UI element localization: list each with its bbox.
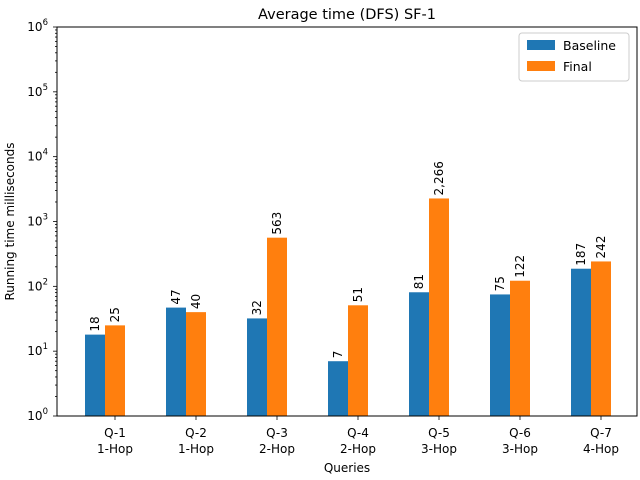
data-label-baseline-6: 75 [493, 276, 507, 291]
legend-label-final: Final [563, 59, 592, 74]
y-axis: 100 101 102 103 104 105 106 [27, 18, 57, 423]
bar-baseline-3 [247, 318, 267, 416]
bar-final-1 [105, 325, 125, 416]
data-label-baseline-5: 81 [412, 274, 426, 289]
bar-final-4 [348, 305, 368, 416]
x-tick-label-1: Q-1 [104, 426, 126, 440]
legend-label-baseline: Baseline [563, 38, 616, 53]
x-tick-sublabel-6: 3-Hop [502, 442, 538, 456]
data-label-baseline-7: 187 [574, 243, 588, 266]
x-tick-label-4: Q-4 [347, 426, 369, 440]
chart-title: Average time (DFS) SF-1 [258, 7, 436, 23]
bar-baseline-2 [166, 307, 186, 416]
x-tick-sublabel-3: 2-Hop [259, 442, 295, 456]
bar-baseline-1 [85, 334, 105, 416]
data-label-baseline-3: 32 [250, 300, 264, 315]
bar-final-5 [429, 198, 449, 416]
x-tick-sublabel-5: 3-Hop [421, 442, 457, 456]
data-label-final-4: 51 [351, 287, 365, 302]
data-label-baseline-1: 18 [88, 316, 102, 331]
x-tick-label-2: Q-2 [185, 426, 207, 440]
data-label-final-6: 122 [513, 255, 527, 278]
y-axis-label: Running time milliseconds [3, 143, 17, 301]
bar-baseline-5 [409, 292, 429, 416]
x-tick-sublabel-1: 1-Hop [97, 442, 133, 456]
data-label-baseline-2: 47 [169, 289, 183, 304]
y-tick-label-0: 100 [27, 407, 48, 423]
y-tick-label-1: 101 [27, 342, 48, 358]
x-tick-sublabel-7: 4-Hop [583, 442, 619, 456]
bar-final-2 [186, 312, 206, 416]
data-label-final-2: 40 [189, 294, 203, 309]
bar-baseline-7 [571, 268, 591, 416]
x-tick-label-7: Q-7 [590, 426, 612, 440]
x-tick-label-6: Q-6 [509, 426, 531, 440]
bar-baseline-6 [490, 294, 510, 416]
x-tick-label-5: Q-5 [428, 426, 450, 440]
y-tick-label-4: 104 [27, 148, 48, 164]
bar-baseline-4 [328, 361, 348, 416]
data-label-baseline-4: 7 [331, 351, 345, 359]
bars-layer [85, 198, 611, 416]
y-tick-label-2: 102 [27, 277, 48, 293]
legend-swatch-baseline [527, 40, 555, 50]
y-tick-label-6: 106 [27, 18, 48, 34]
data-label-final-7: 242 [594, 236, 608, 259]
x-axis: Q-1 1-Hop Q-2 1-Hop Q-3 2-Hop Q-4 2-Hop Q-5 3-Hop… [97, 416, 619, 456]
bar-final-6 [510, 280, 530, 416]
x-axis-label: Queries [324, 461, 370, 475]
data-label-final-5: 2,266 [432, 161, 446, 195]
legend-swatch-final [527, 61, 555, 71]
y-tick-label-5: 105 [27, 83, 48, 99]
legend: Baseline Final [518, 32, 630, 82]
data-label-final-1: 25 [108, 307, 122, 322]
y-tick-label-3: 103 [27, 213, 48, 229]
bar-final-7 [591, 261, 611, 416]
data-label-final-3: 563 [270, 212, 284, 235]
x-tick-sublabel-2: 1-Hop [178, 442, 214, 456]
x-tick-label-3: Q-3 [266, 426, 288, 440]
bar-final-3 [267, 237, 287, 416]
x-tick-sublabel-4: 2-Hop [340, 442, 376, 456]
data-labels-layer: 18 47 32 7 81 75 187 25 40 563 51 2,266 122 242 [88, 161, 608, 358]
